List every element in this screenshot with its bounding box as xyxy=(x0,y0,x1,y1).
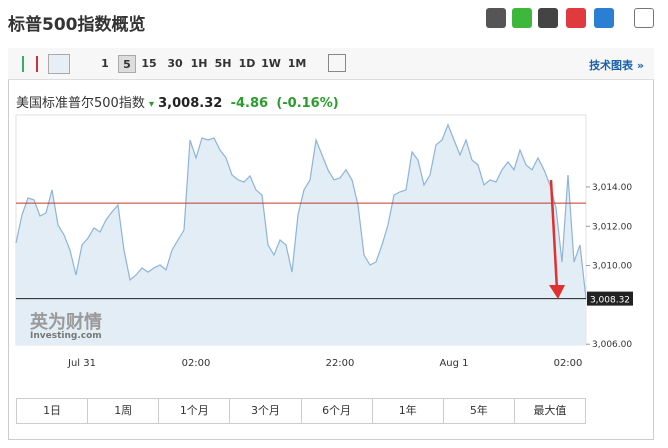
quote: 美国标准普尔500指数 ▾ 3,008.32 -4.86 (-0.16%) xyxy=(16,92,339,111)
line-button[interactable] xyxy=(48,54,70,74)
mail-icon[interactable] xyxy=(486,8,506,28)
tech-chart-link[interactable]: 技术图表 » xyxy=(589,59,644,72)
weibo-icon[interactable] xyxy=(566,8,586,28)
interval-button[interactable]: 5H xyxy=(214,57,232,70)
info-icon[interactable] xyxy=(634,8,654,28)
candle-button[interactable] xyxy=(22,56,38,72)
change-percent: (-0.16%) xyxy=(276,96,339,111)
interval-button[interactable]: 30 xyxy=(167,57,183,70)
range-button[interactable]: 最大值 xyxy=(533,404,567,417)
range-button[interactable]: 6个月 xyxy=(302,399,373,423)
range-buttons: 1日 1周 1个月 3个月 6个月 1年 5年 最大值 xyxy=(16,398,586,424)
range-button[interactable]: 1年 xyxy=(373,399,444,423)
interval-button[interactable]: 1W xyxy=(261,57,281,70)
qq-icon[interactable] xyxy=(538,8,558,28)
page-title: 标普500指数概览 xyxy=(8,15,146,35)
interval-button[interactable]: 1 xyxy=(101,57,109,70)
range-button[interactable]: 1日 xyxy=(17,399,89,423)
instrument-name: 美国标准普尔500指数 xyxy=(16,96,145,111)
price: 3,008.32 xyxy=(158,96,223,111)
toolbar: 技术图表 » 1 5 15 30 1H 5H 1D 1W 1M xyxy=(8,48,654,80)
range-button[interactable]: 1周 xyxy=(88,399,160,423)
interval-button[interactable]: 1H xyxy=(190,57,208,70)
interval-button[interactable]: 1D xyxy=(238,57,256,70)
range-button[interactable]: 1个月 xyxy=(159,399,231,423)
favorite-icon[interactable] xyxy=(594,8,614,28)
settings-button[interactable] xyxy=(328,54,346,72)
change: -4.86 xyxy=(230,96,269,111)
range-button[interactable]: 5年 xyxy=(444,399,515,423)
interval-button[interactable]: 15 xyxy=(141,57,157,70)
range-button[interactable]: 3个月 xyxy=(230,399,302,423)
down-marker: ▾ xyxy=(148,99,154,110)
interval-button[interactable]: 5 xyxy=(118,55,136,73)
interval-button[interactable]: 1M xyxy=(287,57,307,70)
wechat-icon[interactable] xyxy=(512,8,532,28)
